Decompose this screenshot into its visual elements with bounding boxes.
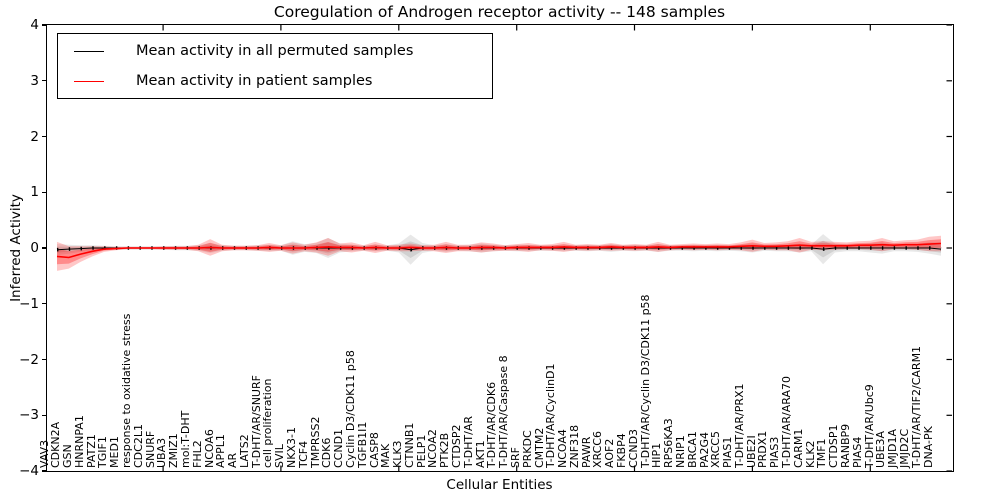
y-tick-mark: [42, 414, 47, 416]
patient-mean-line: [56, 242, 942, 259]
legend-row-permuted: Mean activity in all permuted samples: [58, 38, 492, 64]
permuted-band-inner: [57, 240, 941, 258]
y-tick-label: 0: [30, 240, 39, 256]
y-tick-label: 2: [30, 128, 39, 145]
x-category-label: TGFB1I1: [355, 421, 369, 468]
x-axis-label: Cellular Entities: [446, 477, 553, 493]
y-tick-label: −2: [19, 351, 39, 368]
y-tick-label: 1: [30, 184, 39, 201]
x-category-label: PRKDC: [520, 430, 534, 468]
y-tick-mark: [42, 80, 47, 82]
x-category-label: T-DHT/AR: [461, 415, 475, 468]
legend-label-permuted: Mean activity in all permuted samples: [136, 43, 414, 59]
legend-label-patient: Mean activity in patient samples: [136, 73, 373, 89]
y-tick-mark: [42, 135, 47, 138]
legend-row-patient: Mean activity in patient samples: [58, 68, 492, 94]
y-tick-mark: [42, 24, 47, 26]
y-tick-mark: [42, 303, 47, 305]
legend: Mean activity in all permuted samples Me…: [57, 33, 493, 99]
permuted-band-outer: [57, 234, 941, 265]
y-tick-label: 3: [30, 72, 39, 89]
x-category-label: BRCA1: [685, 431, 699, 468]
patient-line-swatch: [74, 80, 104, 82]
x-category-label: TCF4: [296, 440, 310, 468]
y-tick-mark: [42, 358, 47, 361]
x-category-label: CDC2L1: [131, 424, 145, 468]
plot-svg: [56, 25, 952, 471]
y-tick-mark: [42, 247, 47, 249]
y-tick-label: −3: [19, 407, 39, 424]
patient-band-outer: [57, 235, 941, 271]
y-tick-mark: [42, 191, 47, 193]
y-tick-label: −4: [19, 463, 39, 479]
x-category-label: T-DHT/AR/TIF2/CARM1: [909, 345, 923, 468]
x-category-label: FHL2: [190, 440, 204, 468]
x-category-label: T-DHT/AR/Cyclin D3/CDK11 p58: [638, 294, 652, 468]
patient-band-inner: [57, 239, 941, 265]
x-category-label: PIAS4: [850, 436, 864, 468]
y-tick-label: −1: [19, 295, 39, 312]
x-category-label: DNA-PK: [921, 426, 935, 468]
permuted-line-swatch: [74, 50, 104, 52]
y-tick-label: 4: [30, 17, 39, 33]
chart-title: Coregulation of Androgen receptor activi…: [273, 3, 726, 21]
y-tick-mark: [42, 470, 47, 472]
